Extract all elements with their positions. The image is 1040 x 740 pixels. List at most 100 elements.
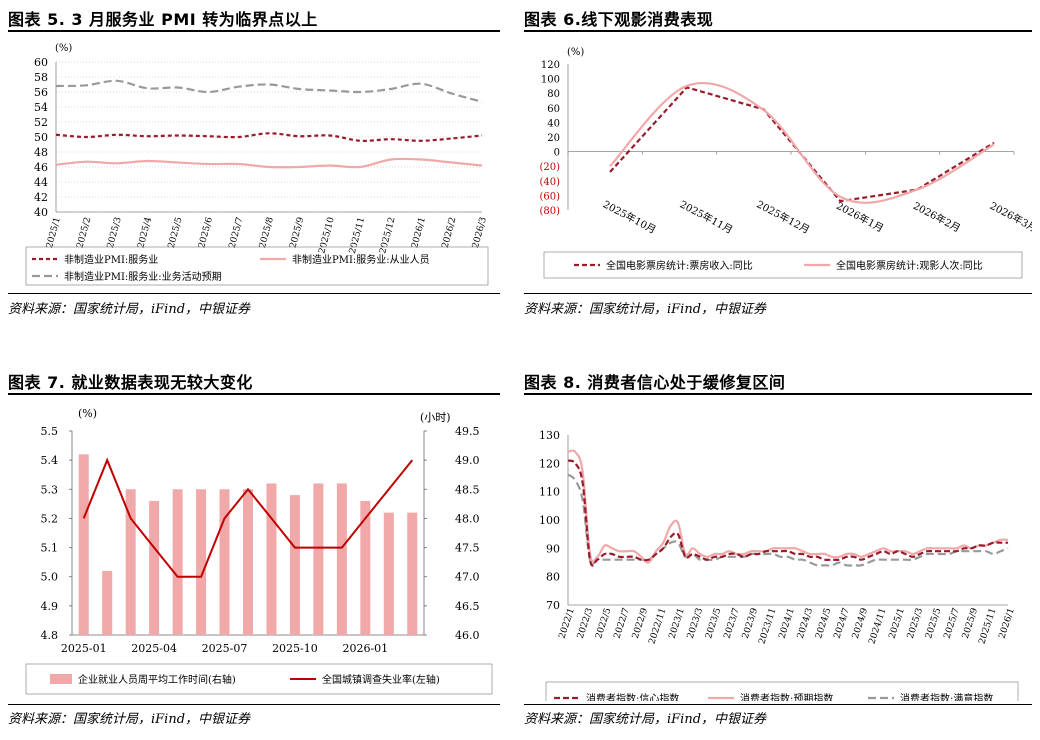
y-tick-label-left: 5.4 bbox=[41, 454, 59, 467]
legend-label-0: 非制造业PMI:服务业 bbox=[64, 253, 158, 266]
x-tick-label: 2025/6 bbox=[197, 216, 215, 249]
x-tick-label: 2022/5 bbox=[594, 607, 613, 640]
legend-label-0: 全国电影票房统计:票房收入:同比 bbox=[606, 259, 753, 272]
bar bbox=[383, 512, 394, 635]
title-rule bbox=[524, 393, 1032, 395]
y-tick-label-right: 47.0 bbox=[455, 571, 480, 584]
series-line-0 bbox=[82, 457, 414, 578]
legend-label-1: 全国城镇调查失业率(左轴) bbox=[322, 673, 440, 686]
bottom-rule bbox=[524, 704, 1032, 705]
y-tick-label-left: 5.5 bbox=[41, 425, 59, 438]
legend-box bbox=[545, 681, 1019, 701]
x-tick-label: 2023/7 bbox=[723, 607, 742, 640]
y-tick-label: 20 bbox=[547, 133, 560, 144]
bar bbox=[78, 454, 89, 635]
x-tick-label: 2023/3 bbox=[686, 607, 705, 640]
bar bbox=[219, 489, 230, 635]
bar bbox=[102, 570, 113, 635]
y-tick-label: 60 bbox=[34, 56, 48, 69]
y-tick-label-right: 48.5 bbox=[455, 483, 480, 496]
y-tick-label: 80 bbox=[546, 571, 560, 584]
y-tick-label: 110 bbox=[539, 486, 560, 499]
bar bbox=[196, 489, 207, 635]
source-note: 资料来源：国家统计局，iFind，中银证券 bbox=[8, 712, 251, 727]
x-tick-label: 2025年11月 bbox=[678, 198, 735, 237]
y-tick-label: (80) bbox=[539, 206, 560, 217]
x-tick-label: 2025/7 bbox=[943, 607, 962, 640]
source-note: 资料来源：国家统计局，iFind，中银证券 bbox=[8, 302, 251, 317]
y-tick-label: 40 bbox=[34, 206, 48, 219]
y-tick-label: 48 bbox=[34, 146, 48, 159]
bar bbox=[407, 512, 418, 635]
chart-panel-6: 图表 6.线下观影消费表现 (%) (80) (60) (40) (20) 0 20 40 60… bbox=[524, 0, 1032, 330]
x-tick-label: 2022/3 bbox=[576, 607, 595, 640]
y-tick-label-right: 46.0 bbox=[455, 629, 480, 642]
legend-box bbox=[25, 246, 489, 286]
y-tick-label-left: 4.8 bbox=[41, 629, 59, 642]
x-tick-label: 2025-10 bbox=[272, 642, 318, 655]
x-tick-label: 2025/2 bbox=[75, 216, 93, 249]
chart-panel-7: 图表 7. 就业数据表现无较大变化 (%) (小时) 4.8 4.9 5.0 5.1 5.2… bbox=[8, 368, 500, 740]
bar bbox=[289, 495, 300, 635]
chart-6-plot: (%) (80) (60) (40) (20) 0 20 40 60 80 100 120 2025年1… bbox=[539, 47, 1032, 279]
legend-swatch-0 bbox=[50, 674, 72, 684]
legend-box bbox=[543, 251, 1023, 279]
y-tick-label: 56 bbox=[34, 86, 48, 99]
x-tick-label: 2023/5 bbox=[704, 607, 723, 640]
x-tick-label: 2024/9 bbox=[851, 607, 870, 640]
x-tick-label: 2024/3 bbox=[796, 607, 815, 640]
bottom-rule bbox=[524, 293, 1032, 294]
y-tick-label: (20) bbox=[539, 162, 560, 173]
x-tick-label: 2025年10月 bbox=[601, 198, 658, 237]
y-tick-label: 50 bbox=[34, 131, 48, 144]
x-tick-label: 2026/1 bbox=[410, 216, 428, 249]
bar bbox=[125, 489, 136, 635]
x-tick-label: 2023/11 bbox=[757, 607, 778, 646]
x-tick-label: 2025/4 bbox=[136, 216, 154, 249]
source-note: 资料来源：国家统计局，iFind，中银证券 bbox=[524, 712, 767, 727]
y-tick-label: 130 bbox=[539, 429, 560, 442]
x-tick-label: 2026/1 bbox=[998, 607, 1017, 640]
y-axis-unit: (%) bbox=[567, 47, 584, 58]
x-tick-label: 2025/11 bbox=[977, 607, 998, 646]
legend-box bbox=[25, 663, 493, 695]
x-tick-label: 2025/8 bbox=[258, 216, 276, 249]
y-tick-label: 100 bbox=[541, 75, 560, 86]
x-tick-label: 2025/1 bbox=[45, 216, 63, 249]
y-tick-label: 100 bbox=[539, 514, 560, 527]
x-tick-label: 2025/5 bbox=[924, 607, 943, 640]
y-tick-label-right: 47.5 bbox=[455, 542, 480, 555]
y-tick-label-right: 46.5 bbox=[455, 600, 480, 613]
chart-title: 图表 5. 3 月服务业 PMI 转为临界点以上 bbox=[8, 10, 318, 29]
chart-panel-8: 图表 8. 消费者信心处于缓修复区间 70 80 90 100 110 120 130 202… bbox=[524, 368, 1032, 740]
x-tick-label: 2025-04 bbox=[131, 642, 177, 655]
y-tick-label: 70 bbox=[546, 599, 560, 612]
y-tick-label: 54 bbox=[34, 101, 48, 114]
y-tick-label: 120 bbox=[539, 457, 560, 470]
x-tick-label: 2026年3月 bbox=[988, 199, 1032, 235]
x-tick-label: 2022/11 bbox=[647, 607, 668, 646]
legend-label-1: 全国电影票房统计:观影人次:同比 bbox=[836, 259, 983, 272]
y-tick-label-right: 48.0 bbox=[455, 512, 480, 525]
x-tick-label: 2023/1 bbox=[668, 607, 687, 640]
x-tick-label: 2024/1 bbox=[778, 607, 797, 640]
chart-title: 图表 6.线下观影消费表现 bbox=[524, 10, 714, 29]
title-rule bbox=[8, 30, 500, 32]
x-tick-label: 2025/3 bbox=[106, 216, 124, 249]
chart-7-plot: (%) (小时) 4.8 4.9 5.0 5.1 5.2 5.3 5.4 5.5 46.0 46.5 4… bbox=[25, 407, 493, 695]
x-tick-label: 2025/10 bbox=[317, 216, 336, 255]
x-tick-label: 2026/3 bbox=[471, 216, 489, 249]
x-tick-label: 2022/7 bbox=[613, 607, 632, 640]
series-line-1 bbox=[609, 81, 995, 204]
legend-label-0: 企业就业人员周平均工作时间(右轴) bbox=[78, 673, 236, 686]
legend-label-0: 消费者指数:信心指数 bbox=[586, 692, 679, 701]
x-tick-label: 2023/9 bbox=[741, 607, 760, 640]
bar bbox=[360, 500, 371, 635]
x-tick-label: 2025-07 bbox=[202, 642, 248, 655]
y-tick-label: 46 bbox=[34, 161, 48, 174]
legend-label-1: 消费者指数:预期指数 bbox=[740, 692, 833, 701]
y-tick-label: 0 bbox=[554, 148, 560, 159]
bar bbox=[336, 483, 347, 635]
x-tick-label: 2025/5 bbox=[167, 216, 185, 249]
y-tick-label: 42 bbox=[34, 191, 48, 204]
